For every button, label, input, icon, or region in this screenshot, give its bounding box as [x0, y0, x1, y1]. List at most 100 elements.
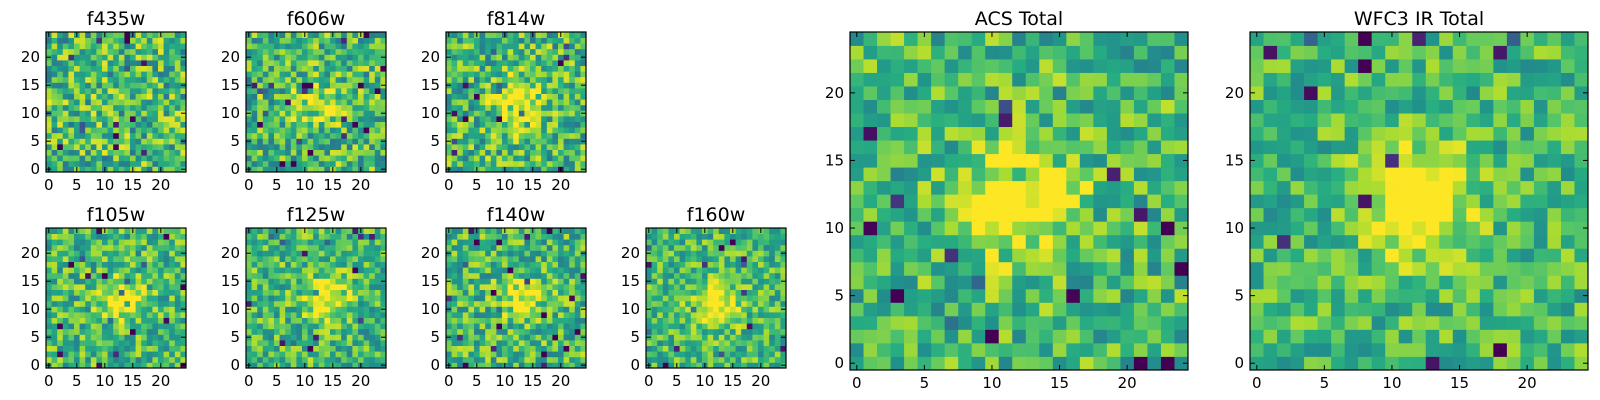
heatmap-cell [1106, 234, 1121, 249]
heatmap-cell [313, 48, 320, 55]
heatmap-cell [713, 334, 720, 341]
heatmap-cell [358, 71, 364, 78]
heatmap-cell [490, 233, 497, 240]
heatmap-cell [352, 356, 359, 363]
heatmap-cell [1066, 221, 1081, 236]
heatmap-cell [62, 351, 69, 358]
heatmap-cell [346, 317, 353, 324]
heatmap-cell [85, 256, 92, 262]
heatmap-cell [296, 60, 303, 66]
heatmap-cell [780, 351, 787, 358]
heatmap-cell [307, 345, 314, 352]
heatmap-cell [268, 312, 275, 318]
heatmap-cell [474, 65, 480, 72]
heatmap-cell [246, 267, 252, 274]
heatmap-cell [79, 362, 86, 369]
heatmap-cell [1133, 221, 1148, 236]
heatmap-cell [68, 32, 75, 38]
heatmap-cell [707, 340, 714, 346]
heatmap-cell [330, 312, 336, 318]
heatmap-cell [146, 82, 153, 89]
heatmap-cell [690, 334, 697, 341]
heatmap-cell [574, 138, 581, 145]
heatmap-cell [363, 272, 370, 279]
heatmap-cell [574, 60, 581, 66]
heatmap-cell [507, 295, 514, 302]
heatmap-cell [530, 261, 536, 268]
heatmap-cell [307, 317, 314, 324]
heatmap-cell [646, 239, 652, 246]
heatmap-cell [113, 278, 120, 285]
heatmap-cell [546, 65, 553, 72]
heatmap-cell [251, 261, 258, 268]
heatmap-cell [1012, 356, 1027, 371]
heatmap-cell [451, 256, 458, 262]
heatmap-cell [457, 110, 464, 117]
heatmap-cell [341, 127, 348, 134]
heatmap-cell [507, 340, 514, 346]
heatmap-cell [268, 334, 275, 341]
heatmap-cell [346, 233, 353, 240]
heatmap-cell [363, 228, 370, 234]
heatmap-cell [877, 194, 891, 209]
heatmap-cell [696, 351, 703, 358]
heatmap-cell [85, 261, 92, 268]
heatmap-cell [917, 329, 932, 344]
heatmap-cell [552, 144, 559, 150]
y-tick-label: 0 [430, 356, 440, 374]
heatmap-cell [285, 284, 292, 290]
heatmap-cell [262, 256, 269, 262]
heatmap-cell [174, 295, 181, 302]
heatmap-cell [62, 65, 69, 72]
heatmap-cell [479, 155, 486, 162]
heatmap-cell [335, 340, 342, 346]
heatmap-cell [285, 71, 292, 78]
heatmap-cell [141, 37, 148, 44]
heatmap-cell [774, 289, 781, 296]
heatmap-cell [541, 104, 548, 111]
heatmap-cell [502, 256, 508, 262]
heatmap-cell [518, 121, 525, 128]
heatmap-cell [369, 267, 376, 274]
heatmap-cell [262, 149, 269, 156]
heatmap-cell [46, 289, 52, 296]
heatmap-cell [62, 76, 69, 83]
heatmap-cell [863, 329, 878, 344]
heatmap-cell [307, 267, 314, 274]
heatmap-cell [158, 233, 164, 240]
x-tick-label: 5 [272, 372, 282, 390]
heatmap-cell [135, 116, 142, 122]
heatmap-cell [62, 54, 69, 61]
heatmap-cell [374, 289, 381, 296]
heatmap-cell [558, 37, 564, 44]
heatmap-cell [68, 284, 75, 290]
heatmap-cell [279, 256, 286, 262]
heatmap-cell [352, 132, 359, 139]
heatmap-cell [346, 323, 353, 330]
heatmap-cell [763, 278, 770, 285]
heatmap-cell [524, 306, 531, 313]
heatmap-cell [685, 284, 692, 290]
heatmap-cell [341, 362, 348, 369]
heatmap-cell [352, 267, 359, 274]
heatmap-cell [363, 328, 370, 335]
heatmap-cell [552, 345, 559, 352]
heatmap-cell [251, 132, 258, 139]
heatmap-cell [1052, 329, 1067, 344]
heatmap-cell [358, 99, 364, 106]
heatmap-cell [446, 323, 452, 330]
heatmap-cell [251, 250, 258, 257]
heatmap-cell [462, 356, 469, 363]
heatmap-cell [341, 256, 348, 262]
heatmap-cell [57, 233, 64, 240]
heatmap-cell [863, 342, 878, 357]
heatmap-cell [158, 244, 164, 251]
heatmap-cell [958, 315, 973, 330]
heatmap-cell [479, 88, 486, 94]
heatmap-cell [163, 155, 170, 162]
heatmap-cell [46, 127, 52, 134]
heatmap-cell [146, 278, 153, 285]
heatmap-cell [580, 155, 587, 162]
heatmap-cell [685, 250, 692, 257]
heatmap-cell [90, 116, 97, 122]
